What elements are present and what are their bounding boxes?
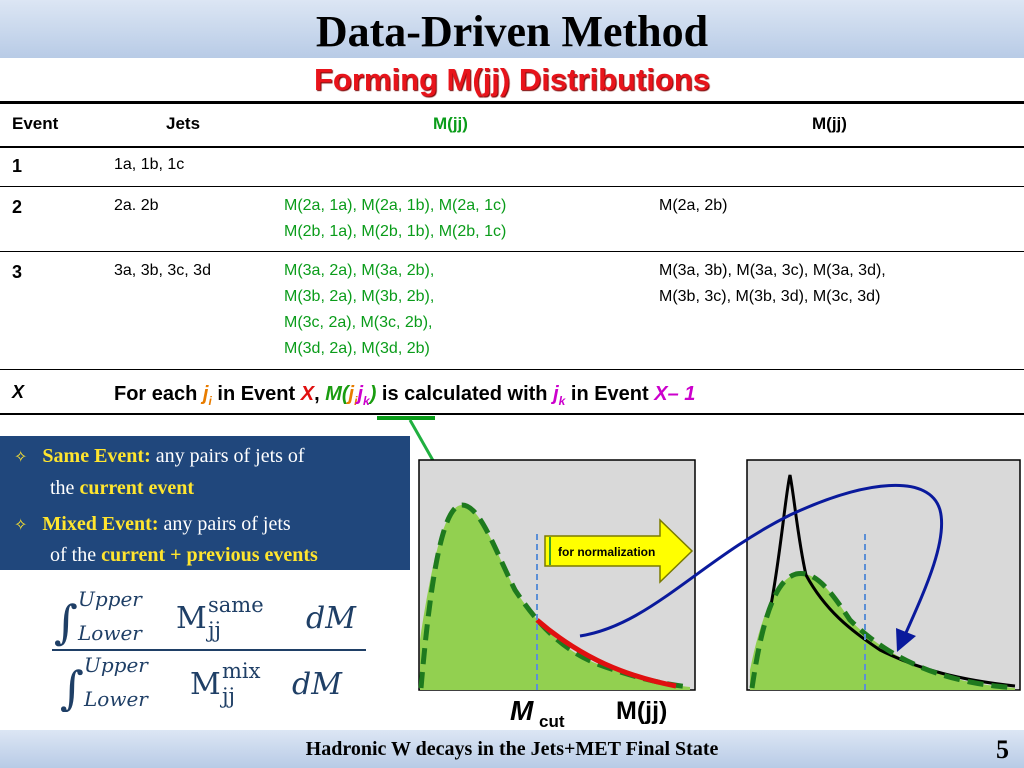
upper-limit: Upper	[78, 587, 143, 611]
same-event-fill	[420, 505, 690, 690]
footer-band	[0, 730, 1024, 768]
jj-subscript: jj	[219, 684, 235, 708]
info-box	[0, 436, 410, 570]
normalization-region-curve	[535, 618, 677, 689]
mixed-event-mjj: M(2a, 2b)	[659, 197, 728, 214]
mcut-subscript: cut	[539, 712, 565, 731]
jets-list: 2a. 2b	[114, 197, 159, 214]
row-divider	[0, 369, 1024, 370]
header-jets: Jets	[166, 114, 201, 133]
table-top-rule	[0, 101, 1024, 104]
lower-limit: Lower	[77, 621, 143, 645]
upper-limit: Upper	[84, 653, 149, 677]
integral-sign-icon: ∫	[60, 661, 84, 712]
lower-limit: Lower	[83, 687, 149, 711]
mixed-event-mjj: M(3a, 3b), M(3a, 3c), M(3a, 3d), M(3b, 3…	[659, 262, 886, 305]
jj-subscript: jj	[205, 618, 221, 642]
event-number: 2	[12, 197, 23, 217]
header-same-mjj: M(jj)	[433, 114, 468, 133]
row-divider	[0, 186, 1024, 187]
table-header-rule	[0, 146, 1024, 148]
event-x: X	[12, 382, 25, 402]
dm-symbol: dM	[292, 667, 343, 702]
diamond-bullet-icon: ✧	[14, 449, 28, 466]
same-event-bullet: ✧ Same Event: any pairs of jets of	[14, 445, 305, 467]
jets-list: 3a, 3b, 3c, 3d	[114, 262, 211, 279]
jets-list: 1a, 1b, 1c	[114, 156, 185, 173]
mixed-event-bullet: ✧ Mixed Event: any pairs of jets	[14, 513, 291, 535]
slide-subtitle: Forming M(jj) Distributions	[313, 62, 711, 97]
diamond-bullet-icon: ✧	[14, 517, 28, 534]
total-distribution-curve	[768, 474, 1016, 688]
normalization-formula: ∫ Upper Lower M same jj dM ∫ Upper Lower…	[52, 587, 366, 712]
mixed-event-fill	[750, 573, 1015, 690]
row-x-description: For each ji in Event X, M(jijk) is calcu…	[114, 383, 696, 408]
integral-sign-icon: ∫	[54, 595, 78, 649]
mixed-event-curve	[749, 571, 1016, 691]
same-event-bullet-line2: the current event	[50, 477, 195, 499]
normalization-label: for normalization	[558, 545, 655, 559]
m-symbol: M	[176, 601, 207, 636]
same-event-mjj: M(3a, 2a), M(3a, 2b), M(3b, 2a), M(3b, 2…	[284, 262, 435, 357]
dm-symbol: dM	[306, 601, 357, 636]
normalization-arrow-icon	[544, 518, 694, 584]
event-number: 1	[12, 156, 23, 176]
row-divider	[0, 251, 1024, 252]
page-number: 5	[996, 735, 1009, 764]
same-event-mjj: M(2a, 1a), M(2a, 1b), M(2a, 1c) M(2b, 1a…	[284, 197, 507, 240]
slide-title: Data-Driven Method	[315, 7, 709, 56]
event-number: 3	[12, 262, 23, 282]
mixed-event-bullet-line2: of the current + previous events	[50, 544, 318, 566]
m-symbol: M	[190, 667, 221, 702]
header-event: Event	[12, 114, 59, 133]
title-band	[0, 0, 1024, 58]
same-superscript: same	[208, 593, 264, 617]
mcut-label: M	[510, 695, 534, 726]
table-bottom-rule	[0, 413, 1024, 415]
mix-superscript: mix	[222, 659, 261, 683]
header-mixed-mjj: M(jj)	[812, 114, 847, 133]
blue-arrow	[579, 484, 944, 638]
same-event-curve	[418, 502, 691, 690]
footer-text: Hadronic W decays in the Jets+MET Final …	[305, 738, 719, 760]
mjj-axis-label: M(jj)	[616, 697, 667, 725]
blue-arrowhead-icon	[896, 628, 916, 652]
